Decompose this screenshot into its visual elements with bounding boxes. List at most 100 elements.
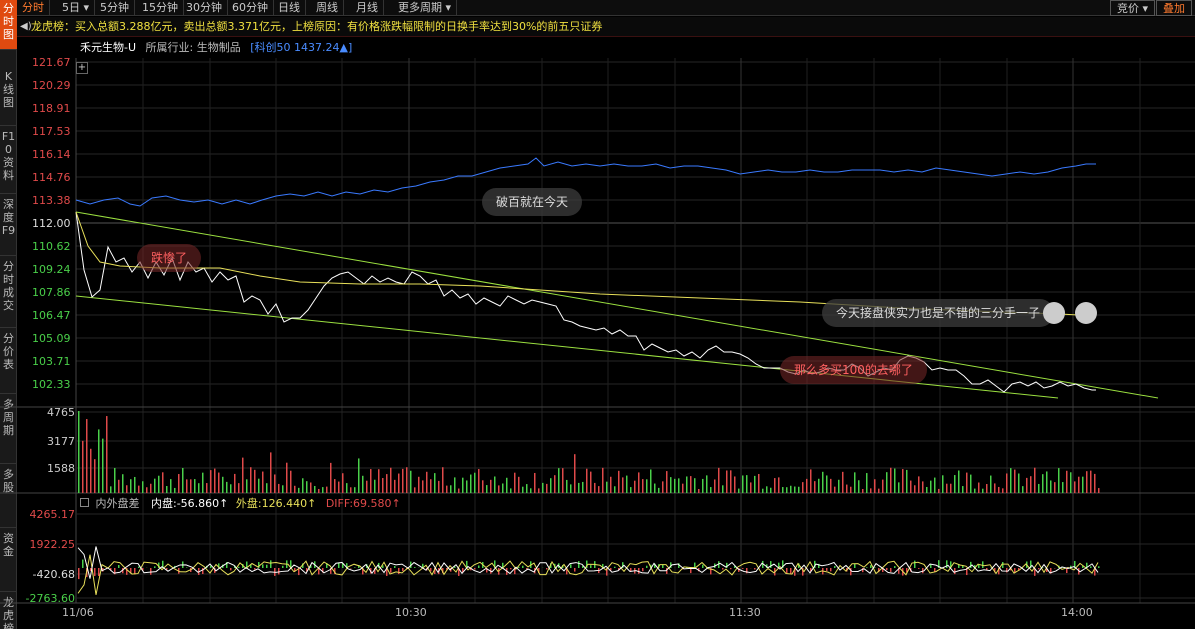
volume-bar	[782, 487, 784, 493]
comment-bubble[interactable]: 跌惨了	[137, 244, 202, 272]
volume-bar	[110, 486, 112, 493]
osc-bar	[866, 567, 868, 568]
osc-tick: 4265.17	[29, 508, 76, 521]
period-tab[interactable]: 周线	[311, 0, 344, 16]
osc-bar	[82, 559, 84, 568]
volume-bar	[94, 459, 96, 493]
auction-button[interactable]: 竞价 ▾	[1110, 0, 1156, 16]
osc-bar	[502, 562, 504, 568]
volume-bar	[162, 472, 164, 493]
comment-bubble[interactable]: 破百就在今天	[482, 188, 583, 216]
volume-bar	[410, 470, 412, 493]
osc-bar	[786, 568, 788, 574]
osc-bar	[718, 561, 720, 568]
period-tab[interactable]: 5分钟	[95, 0, 135, 16]
osc-tick: -2763.60	[25, 592, 75, 605]
overlay-button[interactable]: 叠加	[1156, 0, 1192, 16]
osc-bar	[782, 560, 784, 568]
index-quote[interactable]: [科创50 1437.24▲]	[250, 41, 353, 54]
period-tab[interactable]: 日线	[273, 0, 306, 16]
volume-bar	[578, 482, 580, 493]
osc-legend: 内外盘差 内盘:-56.860↑ 外盘:126.440↑ DIFF:69.580…	[80, 497, 401, 511]
volume-bar	[958, 470, 960, 493]
osc-bar	[474, 568, 476, 570]
period-tab[interactable]: 5日 ▾	[57, 0, 96, 16]
period-tab[interactable]: 月线	[351, 0, 384, 16]
volume-bar	[1054, 482, 1056, 493]
osc-bar	[346, 563, 348, 568]
volume-bar	[338, 481, 340, 493]
sidebar-item[interactable]: F10资料	[0, 128, 17, 194]
volume-bar	[350, 487, 352, 493]
sidebar-item[interactable]: 分价表	[0, 330, 17, 394]
sidebar-item[interactable]: 分时图	[0, 0, 17, 50]
volume-bar	[406, 467, 408, 493]
period-tab[interactable]: 30分钟	[181, 0, 228, 16]
volume-bar	[986, 484, 988, 493]
industry-value[interactable]: 生物制品	[196, 41, 241, 54]
volume-bar	[498, 485, 500, 493]
sidebar-item[interactable]: 分时成交	[0, 258, 17, 328]
sidebar-item[interactable]: 深度F9	[0, 196, 17, 256]
volume-bar	[746, 475, 748, 493]
sidebar-item[interactable]: 资金	[0, 530, 17, 592]
volume-bar	[150, 483, 152, 493]
longhubang-notice[interactable]: ◀) 龙虎榜：买入总额3.288亿元，卖出总额3.371亿元，上榜原因：有价格涨…	[17, 17, 1195, 37]
osc-legend-box[interactable]	[80, 498, 89, 507]
volume-bar	[90, 448, 92, 493]
osc-bar	[1074, 560, 1076, 568]
osc-tick: 1922.25	[29, 538, 76, 551]
volume-bar	[294, 485, 296, 493]
comment-bubble[interactable]: 那么多买100的去哪了	[780, 356, 927, 384]
stock-name[interactable]: 禾元生物-U	[80, 41, 137, 54]
osc-bar	[762, 560, 764, 568]
osc-bar	[358, 565, 360, 568]
chart-plus-icon[interactable]: +	[76, 62, 88, 74]
osc-bar	[1066, 568, 1068, 574]
volume-bar	[526, 484, 528, 493]
osc-bar	[330, 568, 332, 574]
volume-bar	[122, 474, 124, 493]
volume-bar	[966, 472, 968, 493]
volume-bar	[890, 467, 892, 493]
volume-bar	[994, 483, 996, 493]
osc-bar	[342, 563, 344, 568]
price-tick: 117.53	[32, 125, 71, 138]
period-tab[interactable]: 更多周期 ▾	[393, 0, 458, 16]
price-tick: 102.33	[32, 378, 71, 391]
volume-bar	[858, 480, 860, 493]
sidebar-item[interactable]: K线图	[0, 68, 17, 126]
volume-bar	[82, 440, 84, 493]
volume-bar	[174, 487, 176, 493]
osc-bar	[262, 564, 264, 568]
comment-bubble[interactable]: 今天接盘侠实力也是不错的三分手一子	[822, 299, 1055, 327]
osc-bar	[98, 568, 100, 576]
volume-bar	[622, 477, 624, 493]
osc-bar	[666, 568, 668, 574]
osc-bar	[998, 568, 1000, 575]
osc-bar	[662, 564, 664, 568]
volume-bar	[214, 468, 216, 493]
osc-tick: -420.68	[32, 568, 75, 581]
volume-bar	[1078, 476, 1080, 493]
period-tab[interactable]: 60分钟	[227, 0, 274, 16]
price-tick: 110.62	[32, 240, 71, 253]
volume-bar	[202, 472, 204, 493]
sidebar-item[interactable]: 多股	[0, 466, 17, 528]
osc-bar	[126, 568, 128, 575]
period-tab[interactable]: 15分钟	[137, 0, 184, 16]
volume-bar	[266, 483, 268, 493]
volume-bar	[194, 479, 196, 493]
volume-tick: 3177	[47, 435, 75, 448]
sidebar-item[interactable]: 多周期	[0, 396, 17, 464]
osc-bar	[1098, 566, 1100, 568]
volume-bar	[1046, 471, 1048, 493]
period-tab[interactable]: 分时	[17, 0, 50, 16]
volume-bar	[1086, 471, 1088, 493]
osc-bar	[454, 566, 456, 568]
osc-bar	[962, 565, 964, 568]
volume-bar	[978, 482, 980, 493]
index-line	[75, 157, 1096, 207]
volume-bar	[850, 486, 852, 493]
